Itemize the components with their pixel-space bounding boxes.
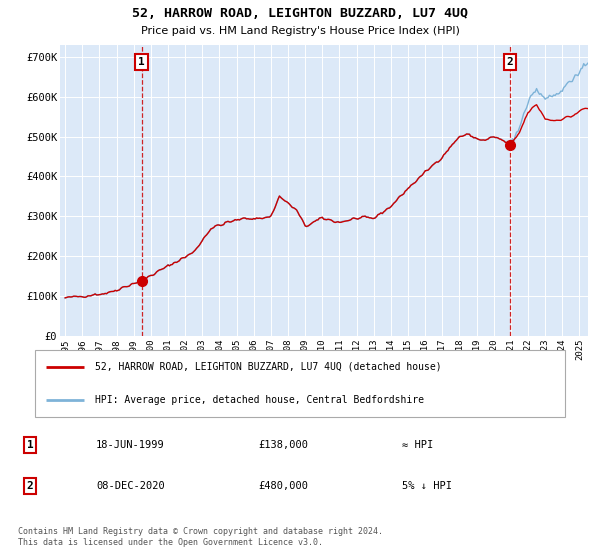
Text: 5% ↓ HPI: 5% ↓ HPI	[402, 481, 452, 491]
Text: 1: 1	[138, 57, 145, 67]
Text: Price paid vs. HM Land Registry's House Price Index (HPI): Price paid vs. HM Land Registry's House …	[140, 26, 460, 36]
Text: 1: 1	[26, 440, 34, 450]
Text: 52, HARROW ROAD, LEIGHTON BUZZARD, LU7 4UQ (detached house): 52, HARROW ROAD, LEIGHTON BUZZARD, LU7 4…	[95, 362, 442, 372]
Text: 52, HARROW ROAD, LEIGHTON BUZZARD, LU7 4UQ: 52, HARROW ROAD, LEIGHTON BUZZARD, LU7 4…	[132, 7, 468, 20]
Text: Contains HM Land Registry data © Crown copyright and database right 2024.
This d: Contains HM Land Registry data © Crown c…	[18, 528, 383, 547]
Text: ≈ HPI: ≈ HPI	[402, 440, 433, 450]
Text: 2: 2	[26, 481, 34, 491]
Text: 2: 2	[506, 57, 513, 67]
Text: £138,000: £138,000	[258, 440, 308, 450]
Text: 08-DEC-2020: 08-DEC-2020	[96, 481, 165, 491]
Text: 18-JUN-1999: 18-JUN-1999	[96, 440, 165, 450]
Text: £480,000: £480,000	[258, 481, 308, 491]
FancyBboxPatch shape	[35, 350, 565, 417]
Text: HPI: Average price, detached house, Central Bedfordshire: HPI: Average price, detached house, Cent…	[95, 395, 424, 405]
